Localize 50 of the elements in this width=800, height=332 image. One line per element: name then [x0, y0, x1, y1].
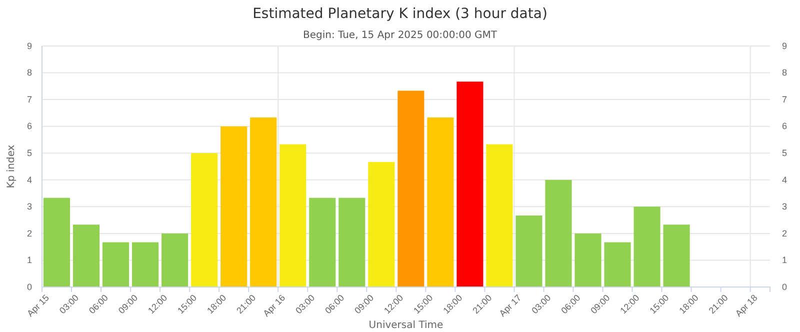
- bar: [191, 153, 218, 287]
- y-tick-label: 7: [26, 94, 32, 104]
- bar: [604, 242, 631, 287]
- y-tick-label: 9: [26, 40, 32, 51]
- bar: [545, 180, 572, 287]
- bar: [398, 90, 424, 287]
- bar: [280, 144, 306, 287]
- x-tick-label: Apr 16: [261, 292, 288, 319]
- bar: [102, 242, 130, 287]
- x-tick-label: Apr 17: [497, 292, 524, 319]
- bar: [132, 242, 159, 287]
- y-axis-title: Kp index: [6, 144, 17, 188]
- bar: [338, 198, 366, 287]
- bar: [162, 233, 188, 287]
- y-tick-label: 5: [26, 148, 32, 158]
- x-tick-label: Apr 18: [733, 292, 760, 319]
- bar: [368, 162, 395, 287]
- bar: [634, 206, 660, 287]
- bar: [427, 117, 454, 287]
- x-tick-label: Apr 15: [25, 292, 51, 319]
- bar: [456, 82, 484, 287]
- bar: [250, 117, 277, 287]
- y2-tick-label: 9: [782, 40, 788, 51]
- y2-tick-label: 1: [782, 255, 788, 266]
- y2-tick-label: 7: [782, 94, 788, 104]
- y2-tick-label: 2: [782, 228, 788, 238]
- y2-tick-label: 4: [782, 174, 788, 185]
- bar: [309, 198, 336, 287]
- bar: [43, 198, 70, 287]
- y-tick-label: 8: [26, 68, 32, 78]
- y-tick-label: 3: [26, 202, 32, 212]
- y-tick-label: 1: [26, 255, 32, 266]
- y2-tick-label: 6: [782, 121, 788, 132]
- x-axis-title: Universal Time: [368, 320, 444, 331]
- y2-tick-label: 8: [782, 68, 788, 78]
- y2-tick-label: 5: [782, 148, 788, 158]
- y2-tick-label: 0: [782, 282, 788, 292]
- bar: [486, 144, 513, 287]
- bar: [516, 216, 542, 287]
- y2-tick-label: 3: [782, 202, 788, 212]
- chart-subtitle: Begin: Tue, 15 Apr 2025 00:00:00 GMT: [302, 30, 498, 41]
- bar: [663, 224, 690, 287]
- y-tick-label: 4: [26, 174, 32, 185]
- bar: [220, 126, 248, 287]
- y-tick-label: 0: [26, 282, 32, 292]
- chart-title: Estimated Planetary K index (3 hour data): [252, 6, 548, 22]
- y-tick-label: 2: [26, 228, 32, 238]
- bar: [72, 224, 100, 287]
- y-tick-label: 6: [26, 121, 32, 132]
- bar: [574, 233, 602, 287]
